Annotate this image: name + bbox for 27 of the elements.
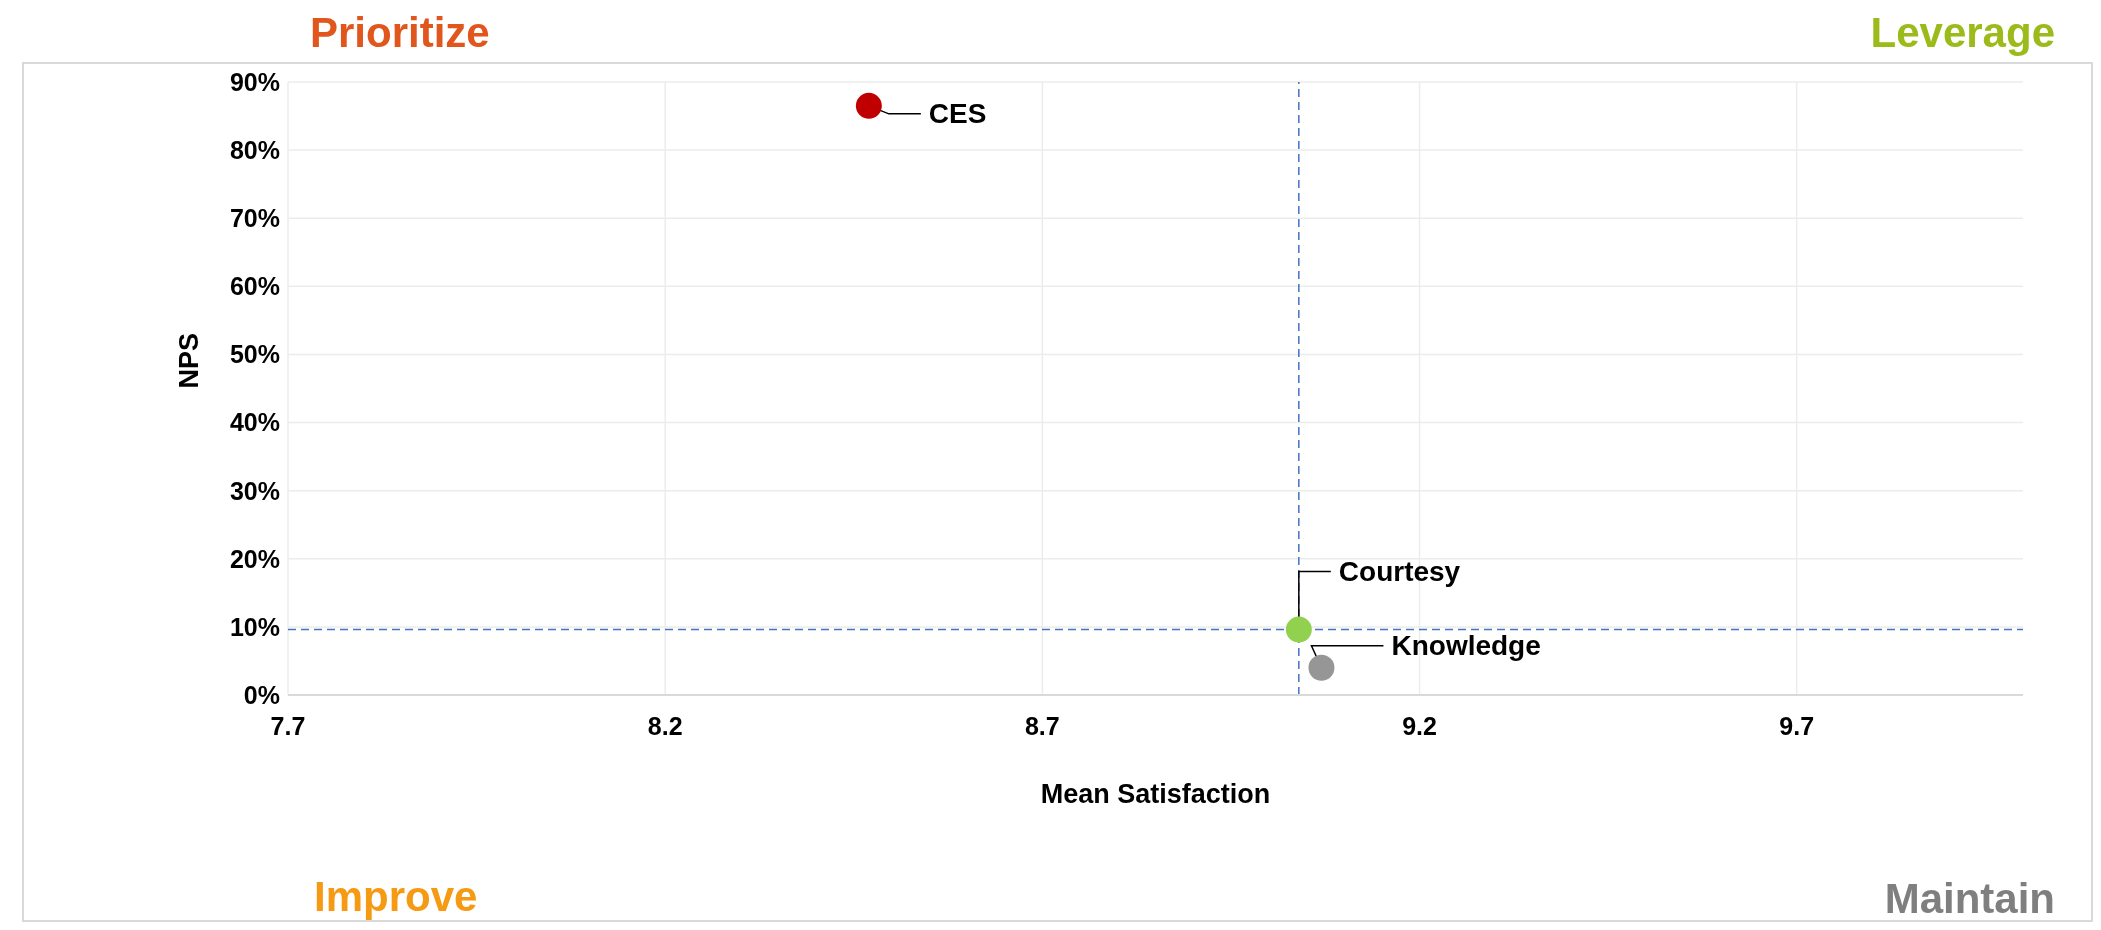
- y-tick-label: 0%: [243, 680, 280, 709]
- x-tick-label: 9.2: [1402, 711, 1437, 740]
- y-tick-label: 70%: [229, 204, 280, 233]
- text: Prioritize: [310, 8, 490, 58]
- y-tick-label: 90%: [229, 67, 280, 96]
- y-tick-label: 60%: [229, 272, 280, 301]
- point: [855, 92, 882, 119]
- y-tick-label: 10%: [229, 612, 280, 641]
- text: Maintain: [1884, 874, 2055, 924]
- point: [1308, 654, 1335, 681]
- y-tick-label: 40%: [229, 408, 280, 437]
- y-axis-title: NPS: [173, 332, 204, 389]
- x-axis-title: Mean Satisfaction: [1040, 779, 1271, 809]
- x-tick-label: 8.7: [1024, 711, 1060, 740]
- y-tick-label: 80%: [229, 135, 280, 164]
- y-tick-label: 30%: [229, 476, 280, 505]
- point: [1285, 616, 1312, 643]
- x-tick-label: 7.7: [270, 711, 306, 740]
- series-label: Courtesy: [1338, 556, 1461, 588]
- text: Knowledge: [1391, 630, 1541, 662]
- text: Improve: [314, 872, 478, 922]
- x-tick-label: 9.7: [1779, 711, 1815, 740]
- y-tick-label: 50%: [229, 340, 280, 369]
- y-tick-label: 20%: [229, 544, 280, 573]
- x-tick-label: 8.2: [647, 711, 683, 740]
- text: Leverage: [1870, 8, 2055, 58]
- series-label: CES: [928, 98, 987, 130]
